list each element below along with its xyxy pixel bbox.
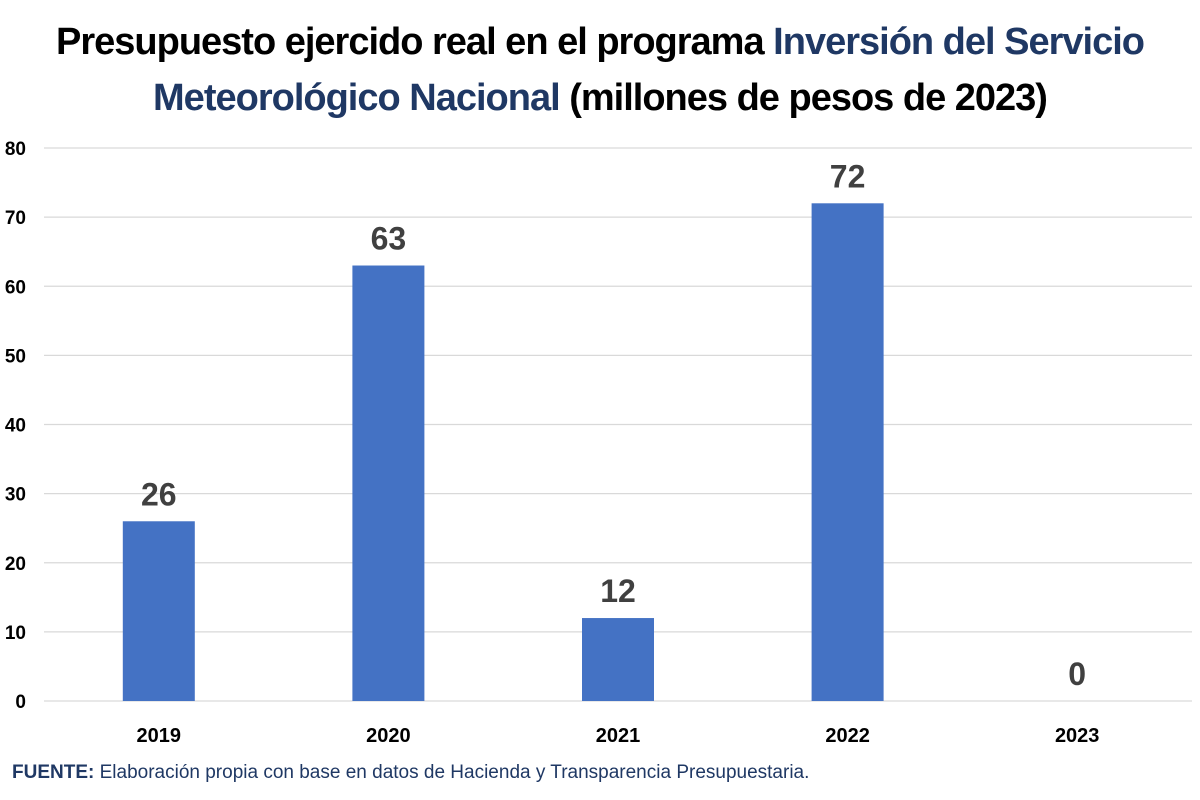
chart-title-part1: Presupuesto ejercido real en el programa <box>56 21 774 63</box>
chart-title-part2: (millones de pesos de 2023) <box>559 77 1048 119</box>
y-tick-label: 50 <box>5 346 26 367</box>
bar-2021 <box>582 618 654 701</box>
bar-2019 <box>122 521 195 701</box>
y-tick-label: 70 <box>5 208 26 229</box>
x-tick-label-2022: 2022 <box>825 725 870 747</box>
y-tick-label: 80 <box>5 139 26 160</box>
data-label-2022: 72 <box>830 158 866 194</box>
source-label: FUENTE: <box>12 762 95 783</box>
x-tick-label-2023: 2023 <box>1055 725 1100 747</box>
y-tick-label: 10 <box>5 623 26 644</box>
y-tick-label: 20 <box>5 554 26 575</box>
x-tick-label-2019: 2019 <box>137 725 182 747</box>
y-tick-label: 0 <box>15 692 26 713</box>
chart-title-highlight: Inversión del Servicio Meteorológico Nac… <box>153 21 1145 119</box>
bars <box>122 203 884 702</box>
bar-2022 <box>811 203 884 702</box>
y-tick-label: 40 <box>5 416 26 437</box>
bar-2020 <box>352 265 425 701</box>
data-labels: 26 63 12 72 0 <box>141 158 1086 692</box>
data-label-2023: 0 <box>1068 656 1086 692</box>
y-tick-label: 60 <box>5 277 26 298</box>
x-tick-label-2020: 2020 <box>366 725 411 747</box>
data-label-2019: 26 <box>141 476 177 512</box>
x-axis-ticks: 2019 2020 2021 2022 2023 <box>137 725 1100 747</box>
data-label-2020: 63 <box>371 221 407 257</box>
y-axis-ticks: 0 10 20 30 40 50 60 70 80 <box>5 139 26 713</box>
y-tick-label: 30 <box>5 485 26 506</box>
data-label-2021: 12 <box>600 573 636 609</box>
x-tick-label-2021: 2021 <box>596 725 641 747</box>
source-note: FUENTE: Elaboración propia con base en d… <box>12 762 809 784</box>
chart-title: Presupuesto ejercido real en el programa… <box>0 14 1200 126</box>
source-text: Elaboración propia con base en datos de … <box>94 762 810 783</box>
